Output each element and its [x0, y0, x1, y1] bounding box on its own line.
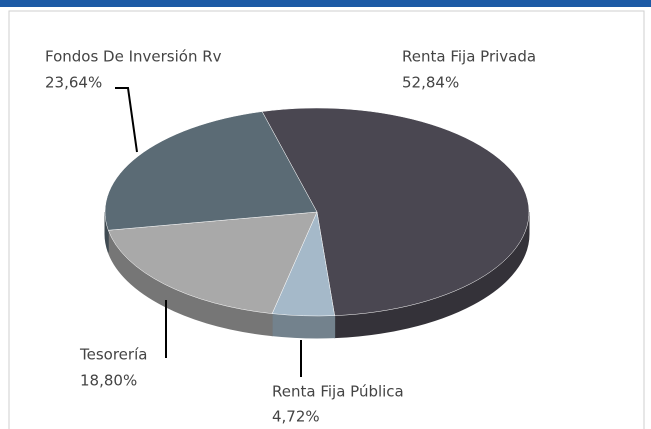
- slice-label: Renta Fija Privada: [402, 48, 536, 66]
- slice-label: Renta Fija Pública: [272, 383, 404, 401]
- pie-slice: [261, 107, 530, 316]
- header-bar: [0, 0, 651, 7]
- slice-value-label: 23,64%: [45, 74, 102, 92]
- frame: [8, 10, 645, 429]
- slice-value-label: 18,80%: [80, 372, 137, 390]
- slice-value-label: 52,84%: [402, 74, 459, 92]
- pie-slice: [107, 211, 318, 314]
- slice-label: Tesorería: [79, 346, 147, 364]
- pie-slice: [104, 111, 318, 231]
- slice-label: Fondos De Inversión Rv: [45, 48, 222, 66]
- pie: [104, 107, 530, 339]
- leader-line: [115, 87, 138, 153]
- slice-side: [271, 313, 336, 339]
- slice-value-label: 4,72%: [272, 408, 320, 426]
